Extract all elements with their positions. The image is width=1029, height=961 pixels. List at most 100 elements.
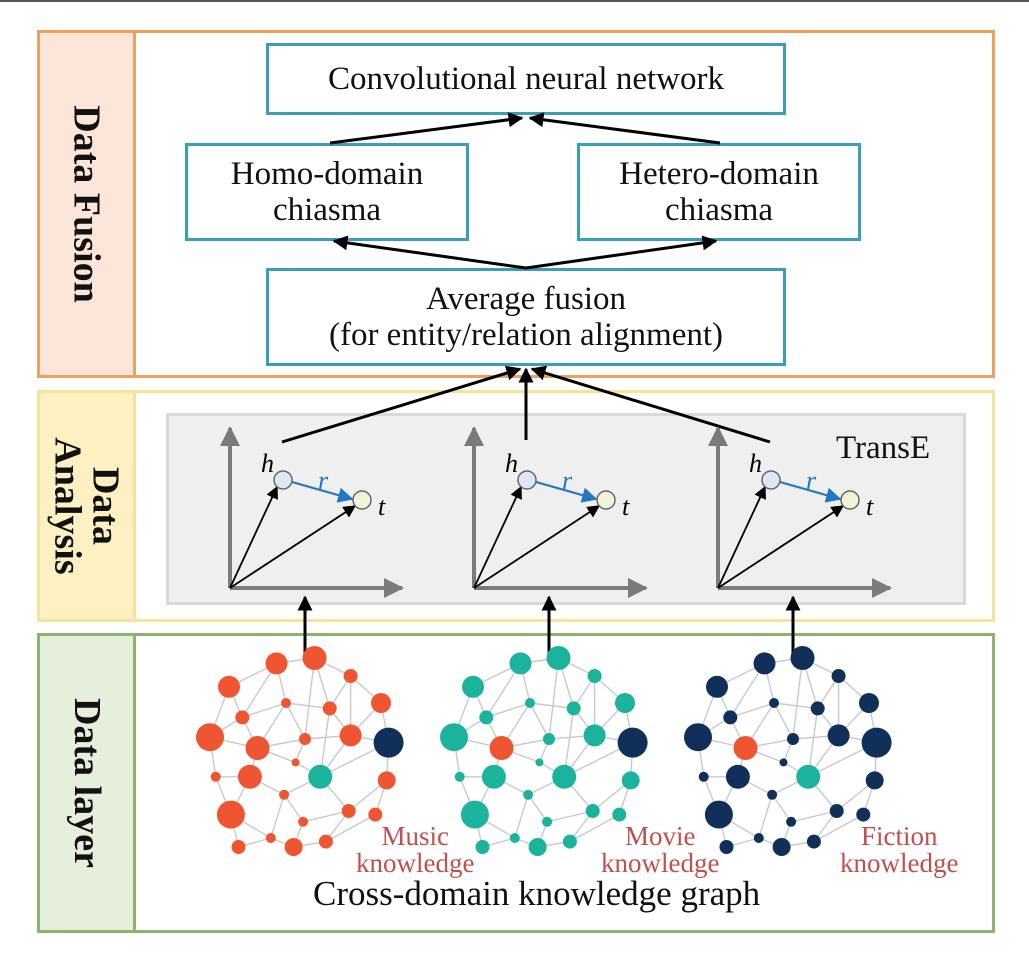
transe-embeddings: h r t h r t h r t [220, 426, 892, 598]
music-graph-label: Music knowledge [356, 823, 474, 877]
head-entity-node [273, 470, 293, 490]
graph-node [725, 764, 750, 789]
graph-edge [325, 813, 376, 843]
tail-vector [229, 505, 357, 589]
relation-label: r [806, 466, 817, 495]
graph-node [216, 800, 245, 829]
graph-node [279, 789, 290, 800]
knowledge-graphs [196, 646, 892, 856]
graph-node [684, 723, 712, 752]
data-layer-panel [37, 633, 995, 933]
graph-node [543, 733, 555, 745]
cnn-box: Convolutional neural network [266, 43, 786, 115]
graph-node [265, 652, 288, 675]
graph-node [489, 736, 514, 760]
graph-node [322, 701, 337, 716]
graph-node [583, 724, 606, 747]
graph-edge [514, 794, 529, 839]
graph-node [767, 789, 778, 800]
graph-node [343, 669, 358, 683]
graph-node [806, 834, 821, 849]
graph-node [562, 834, 577, 849]
graph-node [299, 733, 311, 745]
arrow-homo-to-cnn [329, 112, 524, 145]
fiction-label-line1: Fiction [860, 821, 938, 851]
graph-node [284, 838, 303, 856]
graph-edge [548, 657, 560, 740]
graph-node [245, 736, 270, 760]
graph-edge [813, 813, 864, 843]
head-entity-node [761, 470, 781, 490]
head-label: h [505, 449, 518, 478]
graph-node [772, 838, 791, 856]
embedding-diagram: h r t [220, 426, 404, 598]
graph-node [786, 816, 797, 827]
graph-node [535, 758, 544, 767]
graph-node [281, 698, 291, 708]
arrow-right-embedding-to-avg [530, 365, 771, 444]
avg-label-line2: (for entity/relation alignment) [328, 317, 724, 353]
graph-node [368, 807, 383, 822]
arrow-hetero-to-cnn [528, 112, 721, 145]
graph-node [829, 804, 844, 818]
relation-label: r [562, 466, 573, 495]
graph-node [856, 807, 871, 822]
music-label-line2: knowledge [356, 848, 475, 878]
data-analysis-panel [37, 390, 995, 622]
graph-node [440, 723, 468, 752]
movie-graph [440, 646, 648, 856]
graph-node [827, 724, 850, 747]
movie-label-line1: Movie [624, 821, 696, 851]
graph-node [861, 727, 892, 758]
graph-node [706, 675, 728, 698]
graph-node [454, 771, 465, 782]
graph-edge [773, 702, 794, 740]
graph-node [698, 771, 709, 782]
graph-node [769, 698, 779, 708]
head-vector [473, 485, 522, 589]
homo-label-line1: Homo-domain [230, 156, 424, 192]
tail-vector [717, 505, 845, 589]
graph-node [542, 816, 553, 827]
graph-node [509, 652, 532, 675]
graph-node [231, 840, 246, 854]
tail-entity-node [840, 490, 860, 510]
arrow-avg-to-hetero [525, 235, 718, 270]
movie-graph-label: Movie knowledge [601, 823, 719, 877]
graph-node [475, 840, 490, 854]
tail-vector [473, 505, 601, 589]
graph-node [371, 693, 391, 713]
graph-node [810, 701, 825, 716]
graph-edge [792, 657, 804, 740]
relation-vector [291, 480, 354, 503]
graph-edge [773, 702, 818, 710]
graph-node [733, 736, 758, 760]
graph-node [753, 833, 764, 843]
graph-edge [546, 810, 593, 823]
transe-label: TransE [836, 430, 931, 466]
graph-node [462, 675, 484, 698]
graph-node [617, 727, 648, 758]
graph-node [831, 669, 846, 683]
graph-node [779, 758, 788, 767]
graph-node [787, 733, 799, 745]
tail-entity-node [352, 490, 372, 510]
arrow-avg-to-homo [332, 235, 527, 270]
graph-node [509, 833, 520, 843]
graph-node [719, 840, 734, 854]
graph-node [308, 764, 333, 789]
graph-edge [285, 702, 330, 710]
data-fusion-side-band: Data Fusion [40, 33, 136, 375]
graph-node [621, 771, 640, 790]
graph-node [552, 764, 577, 789]
hetero-domain-box: Hetero-domain chiasma [577, 143, 861, 241]
head-label: h [261, 449, 274, 478]
graph-edge [529, 702, 550, 740]
graph-node [612, 807, 627, 822]
graph-edge [771, 794, 792, 823]
fiction-graph [684, 646, 892, 856]
cnn-label: Convolutional neural network [328, 61, 724, 97]
graph-node [481, 764, 506, 789]
graph-node [235, 710, 250, 725]
graph-node [704, 800, 733, 829]
